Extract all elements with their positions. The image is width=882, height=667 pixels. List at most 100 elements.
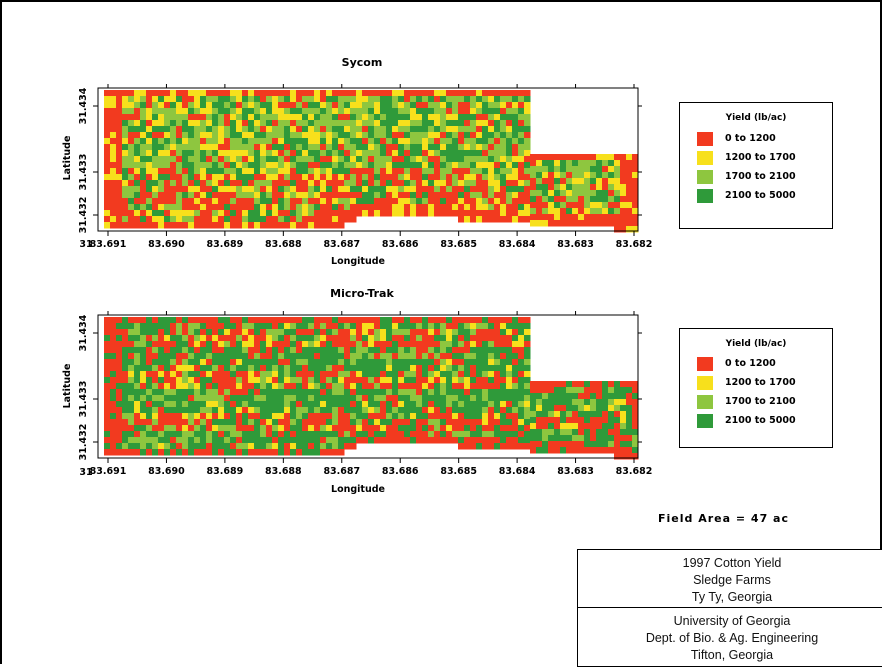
yield-cell xyxy=(356,144,363,151)
yield-cell xyxy=(422,425,429,432)
yield-cell xyxy=(326,102,333,109)
yield-cell xyxy=(494,383,501,390)
yield-cell xyxy=(284,102,291,109)
yield-cell xyxy=(446,365,453,372)
yield-cell xyxy=(488,353,495,360)
yield-cell xyxy=(350,150,357,157)
yield-cell xyxy=(404,371,411,378)
yield-cell xyxy=(200,323,207,330)
yield-cell xyxy=(296,431,303,438)
yield-cell xyxy=(182,425,189,432)
yield-cell xyxy=(134,180,141,187)
yield-cell xyxy=(410,431,417,438)
yield-cell xyxy=(236,413,243,420)
yield-cell xyxy=(500,329,507,336)
yield-cell xyxy=(476,359,483,366)
yield-cell xyxy=(602,178,609,185)
yield-cell xyxy=(200,150,207,157)
yield-cell xyxy=(296,335,303,342)
yield-cell xyxy=(182,437,189,444)
yield-cell xyxy=(248,449,255,456)
map-title: Micro-Trak xyxy=(330,287,394,300)
yield-cell xyxy=(278,425,285,432)
yield-cell xyxy=(380,407,387,414)
yield-cell xyxy=(440,425,447,432)
yield-cell xyxy=(590,429,597,436)
yield-cell xyxy=(158,174,165,181)
yield-cell xyxy=(332,317,339,324)
yield-cell xyxy=(332,389,339,396)
yield-cell xyxy=(524,359,531,366)
yield-cell xyxy=(458,329,465,336)
yield-cell xyxy=(338,162,345,169)
yield-cell xyxy=(308,186,315,193)
yield-cell xyxy=(350,359,357,366)
yield-cell xyxy=(134,186,141,193)
yield-cell xyxy=(374,162,381,169)
yield-cell xyxy=(338,114,345,121)
yield-cell xyxy=(266,395,273,402)
yield-cell xyxy=(290,371,297,378)
yield-cell xyxy=(350,132,357,139)
yield-cell xyxy=(524,96,531,103)
yield-cell xyxy=(380,431,387,438)
yield-cell xyxy=(416,341,423,348)
yield-cell xyxy=(530,387,537,394)
yield-cell xyxy=(458,407,465,414)
yield-cell xyxy=(392,156,399,163)
yield-cell xyxy=(284,371,291,378)
yield-cell xyxy=(512,168,519,175)
yield-cell xyxy=(458,401,465,408)
yield-cell xyxy=(188,371,195,378)
yield-cell xyxy=(362,353,369,360)
yield-cell xyxy=(170,96,177,103)
x-tick-label: 83.688 xyxy=(265,466,302,477)
yield-cell xyxy=(356,383,363,390)
yield-cell xyxy=(554,393,561,400)
yield-cell xyxy=(230,347,237,354)
yield-cell xyxy=(266,102,273,109)
yield-cell xyxy=(524,90,531,97)
yield-cell xyxy=(188,150,195,157)
yield-cell xyxy=(530,435,537,442)
yield-cell xyxy=(284,138,291,145)
yield-cell xyxy=(404,102,411,109)
yield-cell xyxy=(260,383,267,390)
yield-cell xyxy=(410,132,417,139)
yield-cell xyxy=(524,401,531,408)
yield-cell xyxy=(488,216,495,223)
yield-cell xyxy=(512,371,519,378)
yield-cell xyxy=(602,220,609,227)
yield-cell xyxy=(332,132,339,139)
yield-cell xyxy=(110,425,117,432)
yield-cell xyxy=(410,437,417,444)
yield-cell xyxy=(344,365,351,372)
yield-cell xyxy=(584,417,591,424)
yield-cell xyxy=(188,180,195,187)
yield-cell xyxy=(116,419,123,426)
yield-cell xyxy=(206,144,213,151)
yield-cell xyxy=(524,377,531,384)
yield-cell xyxy=(146,449,153,456)
yield-cell xyxy=(386,425,393,432)
yield-cell xyxy=(620,208,627,215)
yield-cell xyxy=(398,90,405,97)
yield-cell xyxy=(410,377,417,384)
yield-cell xyxy=(188,114,195,121)
yield-cell xyxy=(458,180,465,187)
yield-cell xyxy=(434,192,441,199)
yield-cell xyxy=(308,90,315,97)
yield-cell xyxy=(182,222,189,229)
yield-cell xyxy=(170,407,177,414)
yield-cell xyxy=(554,160,561,167)
yield-cell xyxy=(254,126,261,133)
yield-cell xyxy=(386,96,393,103)
yield-cell xyxy=(248,329,255,336)
yield-cell xyxy=(272,180,279,187)
yield-cell xyxy=(344,419,351,426)
yield-cell xyxy=(362,162,369,169)
yield-cell xyxy=(308,377,315,384)
yield-cell xyxy=(350,180,357,187)
yield-cell xyxy=(116,126,123,133)
yield-cell xyxy=(566,405,573,412)
